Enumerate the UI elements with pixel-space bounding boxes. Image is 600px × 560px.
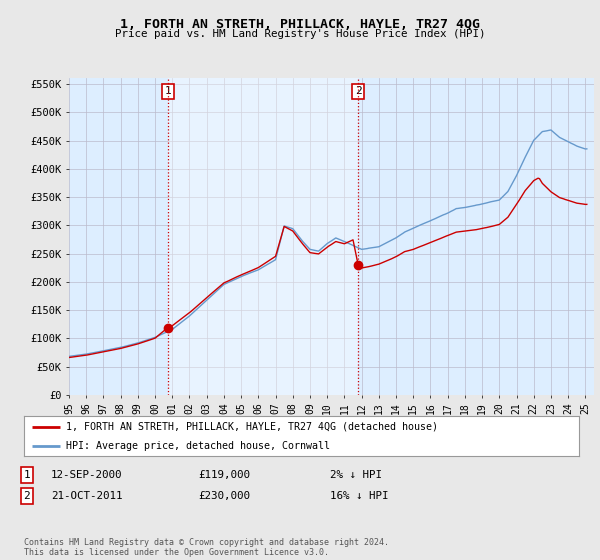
Text: 16% ↓ HPI: 16% ↓ HPI xyxy=(330,491,389,501)
Text: £230,000: £230,000 xyxy=(198,491,250,501)
Text: £119,000: £119,000 xyxy=(198,470,250,480)
Text: 2: 2 xyxy=(355,86,362,96)
Text: Price paid vs. HM Land Registry's House Price Index (HPI): Price paid vs. HM Land Registry's House … xyxy=(115,29,485,39)
Text: 1: 1 xyxy=(164,86,172,96)
Bar xyxy=(168,78,358,395)
Text: 2% ↓ HPI: 2% ↓ HPI xyxy=(330,470,382,480)
Text: 1, FORTH AN STRETH, PHILLACK, HAYLE, TR27 4QG: 1, FORTH AN STRETH, PHILLACK, HAYLE, TR2… xyxy=(120,18,480,31)
Text: 12-SEP-2000: 12-SEP-2000 xyxy=(51,470,122,480)
Text: 1: 1 xyxy=(23,470,31,480)
Text: Contains HM Land Registry data © Crown copyright and database right 2024.
This d: Contains HM Land Registry data © Crown c… xyxy=(24,538,389,557)
Text: 21-OCT-2011: 21-OCT-2011 xyxy=(51,491,122,501)
Text: 2: 2 xyxy=(23,491,31,501)
Text: HPI: Average price, detached house, Cornwall: HPI: Average price, detached house, Corn… xyxy=(65,441,329,450)
Text: 1, FORTH AN STRETH, PHILLACK, HAYLE, TR27 4QG (detached house): 1, FORTH AN STRETH, PHILLACK, HAYLE, TR2… xyxy=(65,422,437,432)
